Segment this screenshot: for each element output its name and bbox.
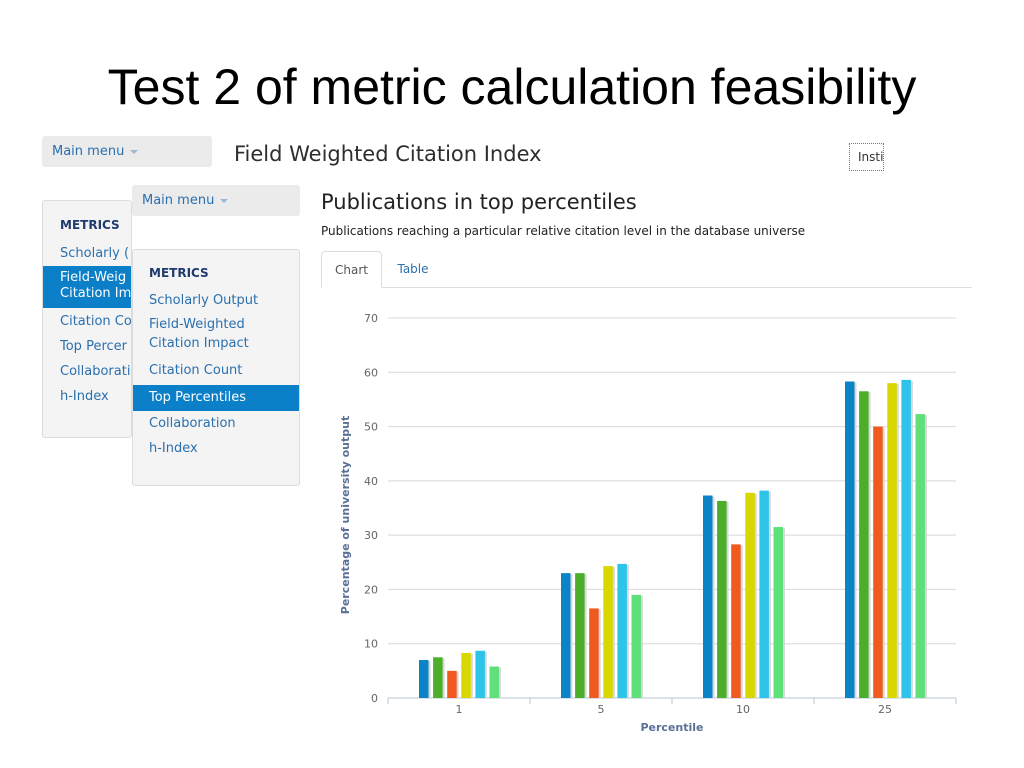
y-tick-label: 10 (364, 638, 378, 651)
page-title-back: Field Weighted Citation Index (234, 142, 542, 166)
bar (745, 492, 755, 698)
main-menu-label: Main menu (52, 144, 125, 159)
bar (901, 379, 911, 698)
y-tick-label: 20 (364, 583, 378, 596)
y-tick-label: 30 (364, 529, 378, 542)
sidebar-item-field-weighted-citation-impact[interactable]: Field-Weighted Citation Impact (149, 317, 249, 351)
chevron-down-icon (130, 149, 139, 154)
sidebar-item-field-weighted-line1[interactable]: Field-Weig (43, 266, 131, 286)
bar (703, 495, 713, 698)
tab-table[interactable]: Table (397, 262, 429, 276)
y-tick-label: 50 (364, 421, 378, 434)
x-tick-label: 25 (878, 703, 892, 716)
bar (759, 490, 769, 698)
sidebar-item-h-index[interactable]: h-Index (149, 441, 198, 456)
sidebar-item-scholarly-output[interactable]: Scholarly ( (60, 246, 130, 261)
bar (617, 563, 627, 698)
y-tick-label: 60 (364, 366, 378, 379)
bar (845, 381, 855, 698)
bar (447, 670, 457, 698)
sidebar-item-top-percentiles[interactable]: Top Percentiles (133, 385, 299, 411)
main-menu-label: Main menu (142, 193, 215, 208)
bar (873, 426, 883, 698)
sidebar-item-scholarly-output[interactable]: Scholarly Output (149, 293, 259, 308)
sidebar-item-citation-count[interactable]: Citation Count (149, 363, 243, 378)
sidebar-heading: METRICS (60, 218, 120, 232)
bar (589, 608, 599, 698)
bar (731, 544, 741, 698)
bar (773, 527, 783, 698)
sidebar-item-field-weighted-line2[interactable]: Citation Im (43, 286, 131, 308)
x-tick-label: 5 (598, 703, 605, 716)
sidebar-item-top-percentiles[interactable]: Top Percer (60, 339, 127, 354)
x-tick-label: 1 (456, 703, 463, 716)
section-subtitle: Publications reaching a particular relat… (321, 224, 806, 238)
bar (915, 414, 925, 698)
bar (631, 594, 641, 698)
main-menu-button-back[interactable]: Main menu (42, 136, 212, 167)
sidebar-item-collaboration[interactable]: Collaboration (149, 416, 236, 431)
bar (489, 666, 499, 698)
sidebar-item-h-index[interactable]: h-Index (60, 389, 109, 404)
chevron-down-icon (220, 198, 229, 203)
bar (561, 573, 571, 698)
sidebar-item-collaboration[interactable]: Collaborati (60, 364, 131, 379)
metrics-sidebar: METRICS Scholarly Output Field-Weighted … (132, 249, 300, 486)
tabs-divider (321, 287, 972, 288)
bar (419, 660, 429, 698)
section-title: Publications in top percentiles (321, 190, 637, 214)
bar (717, 500, 727, 698)
main-menu-button[interactable]: Main menu (132, 185, 300, 216)
slide-title: Test 2 of metric calculation feasibility (107, 59, 917, 115)
bar (887, 383, 897, 698)
bar (859, 391, 869, 698)
metrics-sidebar-back: METRICS Scholarly ( Field-Weig Citation … (42, 200, 132, 438)
sidebar-item-citation-count[interactable]: Citation Co (60, 314, 132, 329)
bar (603, 566, 613, 698)
institution-input[interactable]: Insti (849, 143, 884, 171)
x-axis-label: Percentile (640, 721, 703, 734)
bar (475, 650, 485, 698)
tab-chart[interactable]: Chart (321, 251, 382, 288)
y-tick-label: 40 (364, 475, 378, 488)
sidebar-heading: METRICS (149, 266, 209, 280)
y-tick-label: 70 (364, 312, 378, 325)
bar (461, 652, 471, 698)
y-tick-label: 0 (371, 692, 378, 705)
y-axis-label: Percentage of university output (339, 416, 352, 614)
bar (575, 573, 585, 698)
x-tick-label: 10 (736, 703, 750, 716)
bar (433, 657, 443, 698)
